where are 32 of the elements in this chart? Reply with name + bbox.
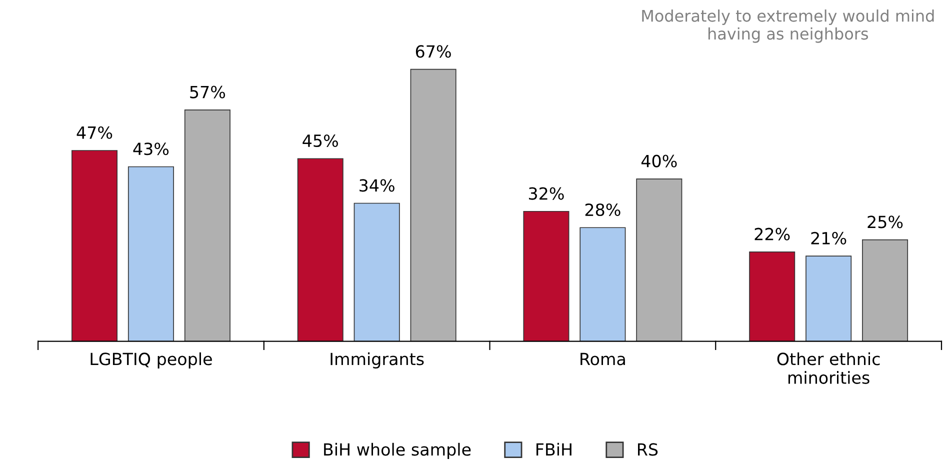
- bar: [72, 150, 118, 342]
- data-label: 47%: [76, 126, 112, 139]
- bar: [749, 252, 796, 342]
- x-tick-label: Other ethnic minorities: [777, 352, 880, 384]
- data-label: 40%: [641, 154, 677, 168]
- data-label: 32%: [528, 187, 564, 200]
- data-label: 67%: [416, 45, 451, 58]
- bar: [580, 227, 626, 342]
- text: Moderately to extremely would mind having as neighbors: [642, 9, 934, 43]
- bar: [410, 68, 456, 342]
- bar: [354, 202, 400, 342]
- legend-label: FBiH: [536, 442, 572, 456]
- x-tick-label: Roma: [580, 352, 625, 366]
- bar: [184, 109, 230, 342]
- bar: [862, 239, 908, 342]
- data-label: 34%: [360, 179, 394, 192]
- x-tick-label: Immigrants: [330, 352, 424, 369]
- data-label: 57%: [190, 86, 226, 98]
- bar: [636, 178, 682, 342]
- data-label: 28%: [585, 203, 620, 216]
- bar: [297, 158, 344, 342]
- x-tick-label: LGBTIQ people: [90, 352, 212, 369]
- data-label: 45%: [302, 134, 338, 148]
- data-label: 43%: [133, 142, 169, 156]
- bar: [128, 166, 174, 342]
- data-label: 22%: [754, 228, 790, 240]
- legend-label: RS: [638, 443, 658, 456]
- data-label: 25%: [868, 216, 903, 228]
- legend-label: BiH whole sample: [324, 442, 471, 459]
- bar: [523, 210, 570, 342]
- bar: [806, 256, 852, 342]
- data-label: 21%: [811, 232, 846, 244]
